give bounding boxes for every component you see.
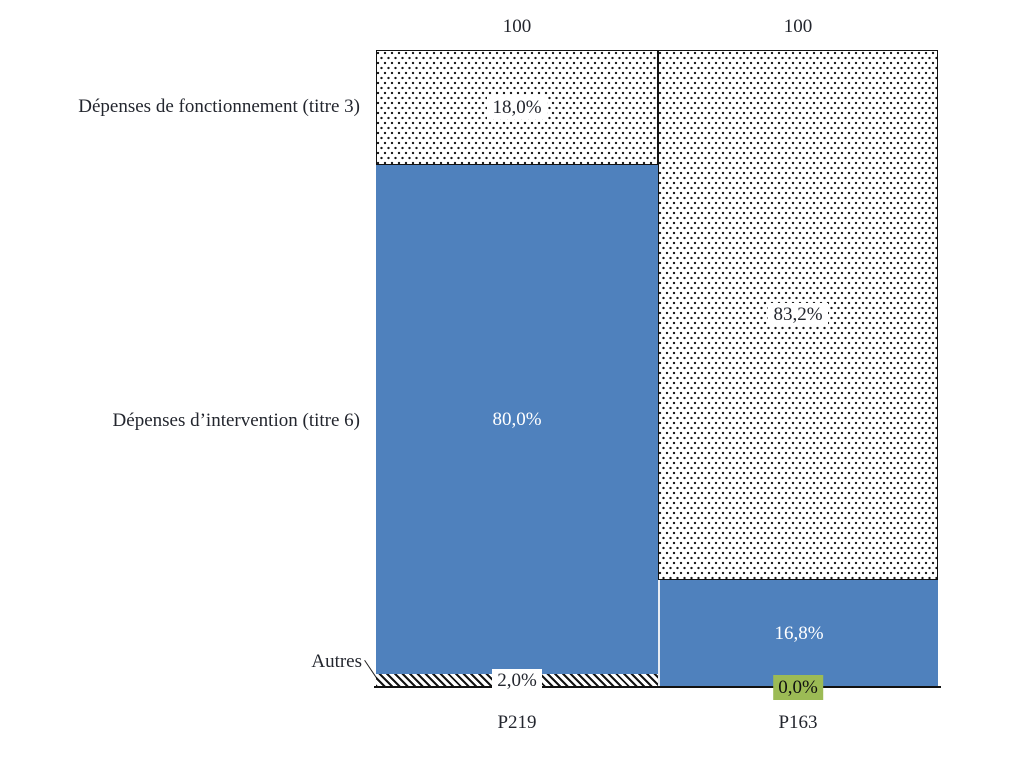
x-tick-label-p219: P219: [497, 712, 537, 733]
x-axis-line: [374, 686, 941, 688]
p219-titre6-value-label: 80,0%: [492, 408, 542, 430]
p163-autres-value-label: 0,0%: [773, 675, 823, 700]
p163-titre3-segment: 83,2%: [658, 50, 938, 580]
bar-p163: 83,2% 16,8% 0,0%: [658, 50, 938, 700]
p163-titre6-segment: 16,8%: [658, 579, 938, 687]
total-label-p219: 100: [502, 16, 532, 37]
category-label-autres: Autres: [311, 651, 362, 672]
x-tick-label-p163: P163: [778, 712, 818, 733]
category-label-titre3: Dépenses de fonctionnement (titre 3): [78, 96, 360, 117]
p219-titre3-value-label: 18,0%: [487, 95, 547, 119]
p219-titre3-segment: 18,0%: [376, 50, 658, 165]
category-label-titre6: Dépenses d’intervention (titre 6): [112, 410, 360, 431]
total-label-p163: 100: [783, 16, 813, 37]
p163-titre3-value-label: 83,2%: [768, 303, 828, 327]
bar-p219: 18,0% 80,0% 2,0%: [376, 50, 658, 693]
p219-autres-value-label: 2,0%: [492, 669, 542, 693]
p219-titre6-segment: 80,0%: [376, 164, 658, 675]
p219-autres-segment: 2,0%: [376, 669, 658, 693]
p163-titre6-value-label: 16,8%: [774, 622, 824, 644]
